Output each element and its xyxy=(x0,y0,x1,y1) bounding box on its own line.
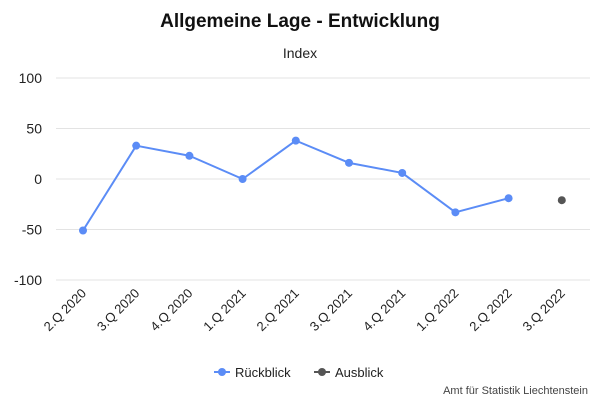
data-point[interactable] xyxy=(185,151,194,160)
x-tick-label: 1.Q 2022 xyxy=(413,286,461,334)
y-axis: 100 50 0 -50 -100 xyxy=(14,70,42,288)
data-point[interactable] xyxy=(504,194,513,203)
y-tick-label: 100 xyxy=(19,70,43,86)
data-point[interactable] xyxy=(345,158,353,167)
x-tick-label: 2.Q 2022 xyxy=(466,286,514,334)
x-tick-label: 1.Q 2021 xyxy=(200,286,248,334)
x-tick-label: 2.Q 2020 xyxy=(41,286,89,334)
data-point[interactable] xyxy=(79,226,87,235)
chart-title: Allgemeine Lage - Entwicklung xyxy=(160,11,440,32)
data-point[interactable] xyxy=(557,196,566,205)
chart-subtitle: Index xyxy=(283,45,317,61)
y-tick-label: -50 xyxy=(22,222,42,238)
y-tick-label: 0 xyxy=(34,171,42,187)
x-tick-label: 4.Q 2020 xyxy=(147,286,195,334)
x-tick-label: 3.Q 2021 xyxy=(307,286,355,334)
x-axis: 2.Q 2020 3.Q 2020 4.Q 2020 1.Q 2021 2.Q 2021… xyxy=(41,286,568,334)
data-point[interactable] xyxy=(451,208,460,217)
series-line xyxy=(82,139,509,232)
x-tick-label: 4.Q 2021 xyxy=(360,286,408,334)
legend-marker xyxy=(318,368,326,376)
legend: Rückblick Ausblick xyxy=(214,365,384,380)
data-point[interactable] xyxy=(238,175,247,183)
plot-area xyxy=(79,136,566,235)
x-tick-label: 2.Q 2021 xyxy=(253,286,301,334)
data-point[interactable] xyxy=(398,168,407,177)
legend-label[interactable]: Rückblick xyxy=(235,365,291,380)
legend-label[interactable]: Ausblick xyxy=(335,365,384,380)
y-tick-label: -100 xyxy=(14,272,42,288)
data-point[interactable] xyxy=(291,136,300,145)
credit-text: Amt für Statistik Liechtenstein xyxy=(443,385,588,397)
legend-marker xyxy=(218,368,226,376)
data-point[interactable] xyxy=(132,141,141,150)
x-tick-label: 3.Q 2022 xyxy=(519,286,567,334)
x-tick-label: 3.Q 2020 xyxy=(94,286,142,334)
y-tick-label: 50 xyxy=(26,121,42,137)
grid xyxy=(56,77,590,281)
